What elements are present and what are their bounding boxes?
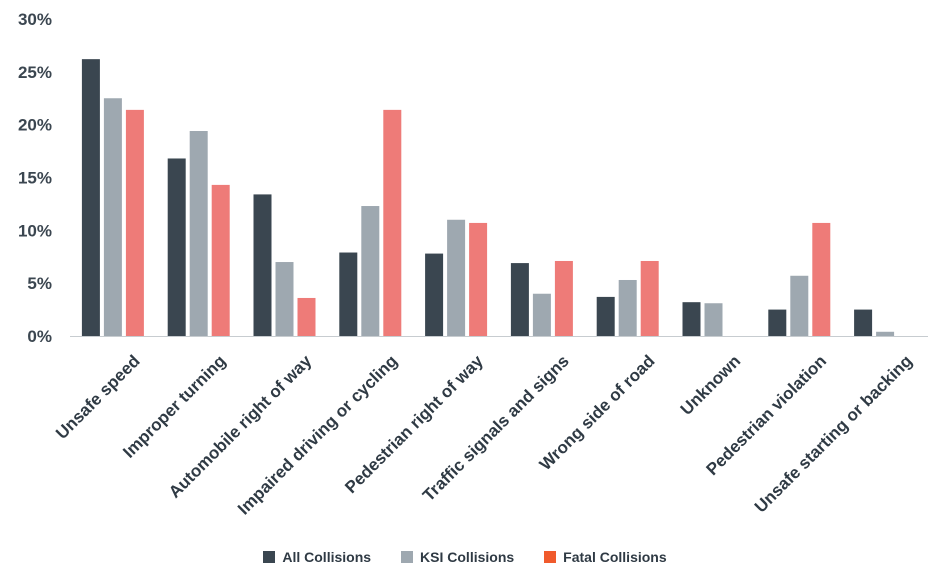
x-tick-label: Unsafe speed xyxy=(52,351,144,443)
bar-all-collisions xyxy=(596,296,615,336)
legend-item-all-collisions: All Collisions xyxy=(263,549,371,565)
y-tick-label: 25% xyxy=(18,63,52,82)
bar-ksi-collisions xyxy=(876,331,895,336)
bar-all-collisions xyxy=(253,194,272,336)
bar-ksi-collisions xyxy=(103,98,122,336)
x-tick-label: Automobile right of way xyxy=(165,351,316,502)
y-tick-label: 5% xyxy=(27,274,52,293)
bar-fatal-collisions xyxy=(469,222,488,336)
x-tick-label: Pedestrian right of way xyxy=(341,351,487,497)
legend-label: All Collisions xyxy=(282,549,372,565)
bar-all-collisions xyxy=(854,309,873,336)
legend-label: KSI Collisions xyxy=(420,549,515,565)
bar-ksi-collisions xyxy=(790,275,809,336)
bar-ksi-collisions xyxy=(704,303,723,336)
bar-all-collisions xyxy=(768,309,787,336)
bar-ksi-collisions xyxy=(532,293,551,336)
bar-all-collisions xyxy=(425,253,444,336)
bar-all-collisions xyxy=(682,302,701,336)
y-tick-label: 20% xyxy=(18,116,52,135)
bar-chart: 0% 5% 10% 15% 20% 25% 30% Unsafe speedImproper… xyxy=(18,10,928,518)
bar-all-collisions xyxy=(81,59,100,337)
legend-item-ksi-collisions: KSI Collisions xyxy=(401,549,514,565)
x-tick-label: Impaired driving or cycling xyxy=(234,351,401,518)
x-tick-label: Unsafe starting or backing xyxy=(751,351,916,516)
bar-fatal-collisions xyxy=(125,109,144,336)
bar-all-collisions xyxy=(339,252,358,336)
legend-swatch xyxy=(544,551,557,563)
bar-fatal-collisions xyxy=(554,260,573,336)
legend-swatch xyxy=(263,551,276,563)
bar-ksi-collisions xyxy=(618,279,637,336)
bar-fatal-collisions xyxy=(812,222,831,336)
legend-swatch xyxy=(401,551,414,563)
bar-ksi-collisions xyxy=(189,131,208,336)
y-tick-label: 0% xyxy=(27,327,52,346)
bar-fatal-collisions xyxy=(297,297,316,336)
bar-ksi-collisions xyxy=(361,206,380,336)
y-axis: 0% 5% 10% 15% 20% 25% 30% xyxy=(18,10,52,346)
y-tick-label: 30% xyxy=(18,10,52,29)
x-tick-label: Unknown xyxy=(677,351,745,419)
x-tick-label: Traffic signals and signs xyxy=(419,351,573,505)
bars xyxy=(81,59,895,337)
y-tick-label: 10% xyxy=(18,221,52,240)
bar-all-collisions xyxy=(510,263,529,336)
bar-ksi-collisions xyxy=(275,262,294,336)
bar-ksi-collisions xyxy=(447,219,466,336)
bar-all-collisions xyxy=(167,158,186,336)
legend-label: Fatal Collisions xyxy=(563,549,667,565)
bar-fatal-collisions xyxy=(640,260,659,336)
legend-item-fatal-collisions: Fatal Collisions xyxy=(544,549,667,565)
legend: All Collisions KSI Collisions Fatal Coll… xyxy=(0,546,930,568)
y-tick-label: 15% xyxy=(18,169,52,188)
bar-fatal-collisions xyxy=(211,184,230,336)
bar-fatal-collisions xyxy=(383,109,402,336)
